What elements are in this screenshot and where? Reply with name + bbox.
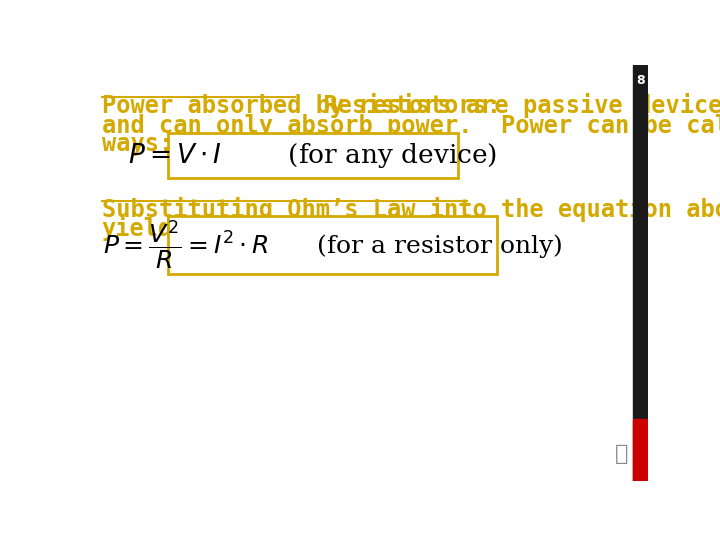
Bar — [632, 419, 648, 481]
Text: $P = \dfrac{V^2}{R} = I^2 \cdot R$      (for a resistor only): $P = \dfrac{V^2}{R} = I^2 \cdot R$ (for … — [103, 219, 562, 272]
Bar — [632, 65, 648, 481]
Text: Substituting Ohm’s Law into the equation above: Substituting Ohm’s Law into the equation… — [102, 197, 720, 222]
Text: $P = V \cdot I$        (for any device): $P = V \cdot I$ (for any device) — [128, 141, 498, 170]
Text: ways:: ways: — [102, 132, 173, 156]
Text: 8: 8 — [636, 74, 644, 87]
FancyBboxPatch shape — [168, 133, 458, 178]
Text: yields:: yields: — [102, 217, 202, 241]
Text: Resistors are passive devices: Resistors are passive devices — [295, 93, 720, 118]
Text: Power absorbed by resistors:: Power absorbed by resistors: — [102, 93, 500, 118]
FancyBboxPatch shape — [168, 217, 497, 274]
Text: 🔊: 🔊 — [614, 444, 628, 464]
Text: and can only absorb power.  Power can be calculated in three: and can only absorb power. Power can be … — [102, 112, 720, 138]
